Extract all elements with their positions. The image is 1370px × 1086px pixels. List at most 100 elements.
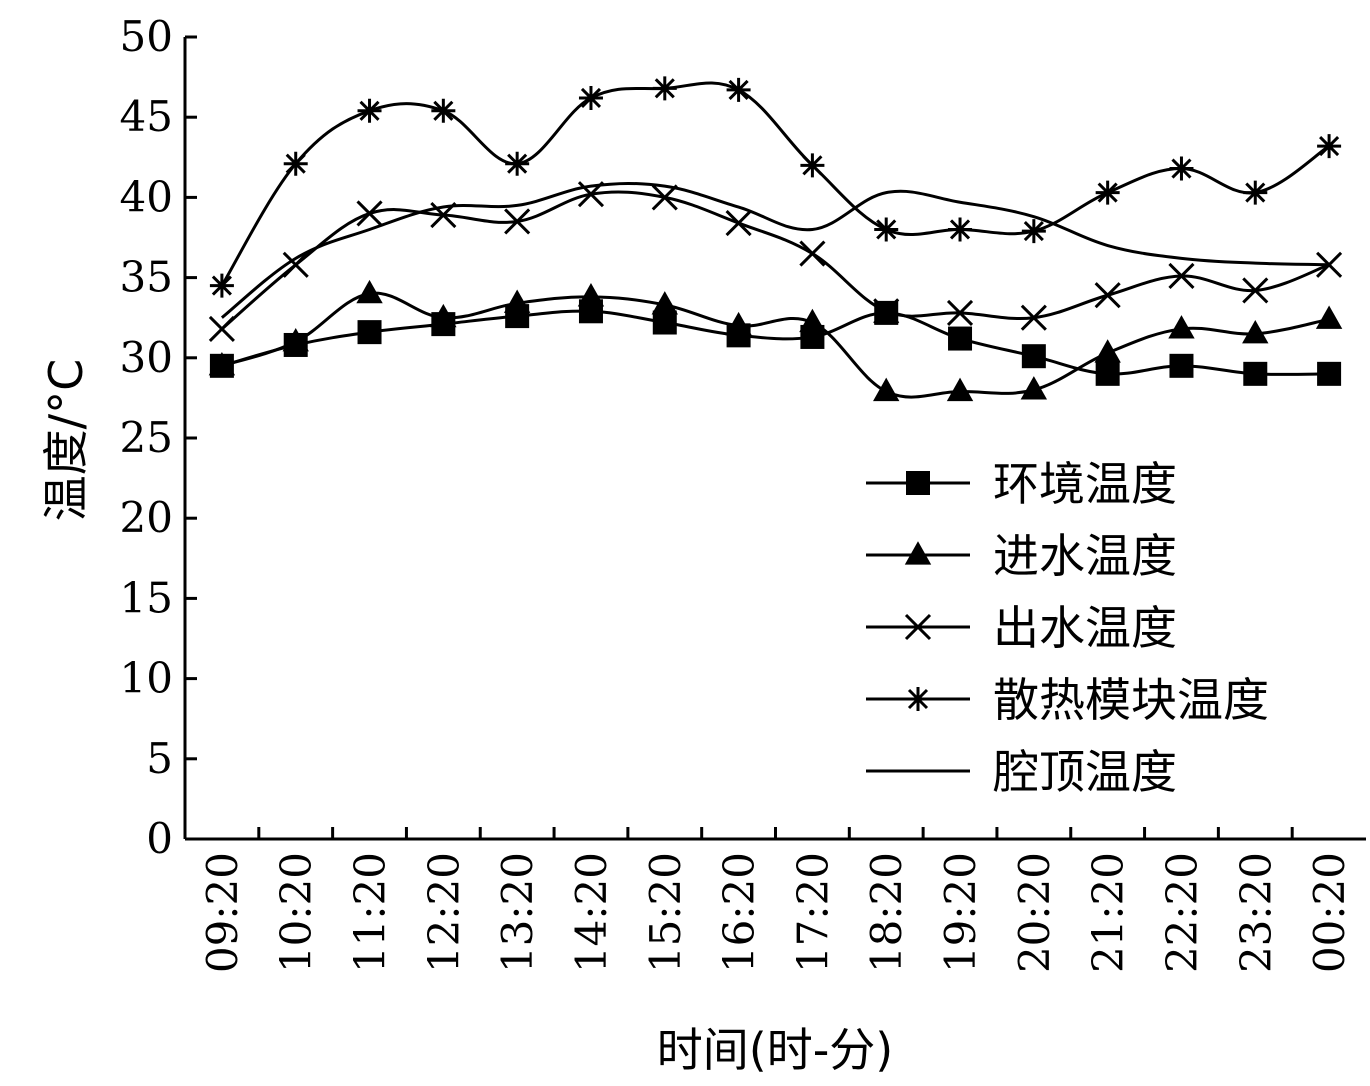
x-tick-label: 12:20 bbox=[419, 852, 468, 973]
series-point-square bbox=[652, 310, 677, 335]
series-point-x bbox=[651, 184, 678, 211]
series-point-x bbox=[1020, 304, 1047, 331]
legend-item: 环境温度 bbox=[866, 457, 1177, 511]
series-point-triangle bbox=[904, 541, 932, 565]
legend-label: 进水温度 bbox=[993, 529, 1177, 583]
series-point-asterisk bbox=[652, 76, 677, 101]
series-point-square bbox=[357, 320, 382, 345]
x-tick-label: 18:20 bbox=[862, 852, 911, 973]
series-point-asterisk bbox=[1021, 219, 1046, 244]
legend-item: 散热模块温度 bbox=[866, 673, 1269, 727]
x-tick-label: 10:20 bbox=[272, 852, 321, 973]
series-line bbox=[220, 190, 1330, 331]
series-line bbox=[220, 81, 1330, 287]
y-tick-label: 35 bbox=[120, 253, 173, 302]
y-tick-label: 15 bbox=[120, 573, 173, 622]
series-2 bbox=[208, 279, 1343, 402]
series-point-square bbox=[1095, 361, 1120, 386]
series-point-triangle bbox=[1242, 319, 1269, 344]
x-tick-label: 14:20 bbox=[567, 852, 616, 973]
series-point-triangle bbox=[356, 279, 383, 304]
series-point-asterisk bbox=[283, 151, 308, 176]
x-tick-label: 13:20 bbox=[493, 852, 542, 973]
legend-label: 环境温度 bbox=[993, 457, 1177, 511]
x-tick-label: 16:20 bbox=[715, 852, 764, 973]
series-point-x bbox=[282, 251, 309, 278]
series-3 bbox=[208, 181, 1343, 342]
series-point-asterisk bbox=[726, 77, 751, 102]
x-tick-label: 23:20 bbox=[1231, 852, 1280, 973]
y-tick-label: 0 bbox=[146, 814, 173, 863]
series-point-triangle bbox=[946, 377, 974, 402]
series-point-square bbox=[1021, 344, 1046, 369]
legend-item: 腔顶温度 bbox=[866, 745, 1177, 799]
series-4 bbox=[209, 76, 1342, 298]
legend-item: 进水温度 bbox=[866, 529, 1177, 583]
legend-label: 出水温度 bbox=[993, 601, 1177, 655]
series-point-x bbox=[1242, 277, 1269, 304]
series-point-asterisk bbox=[874, 217, 899, 242]
series-point-triangle bbox=[208, 352, 236, 376]
series-point-triangle bbox=[799, 308, 826, 333]
series-point-asterisk bbox=[1095, 180, 1120, 205]
series-point-asterisk bbox=[578, 85, 603, 110]
y-tick-label: 50 bbox=[120, 12, 173, 61]
series-point-asterisk bbox=[1243, 180, 1268, 205]
series-point-asterisk bbox=[431, 98, 456, 123]
series-1 bbox=[209, 299, 1342, 386]
series-point-square bbox=[906, 471, 930, 495]
y-tick-label: 45 bbox=[120, 92, 173, 141]
series-point-asterisk bbox=[906, 687, 930, 711]
y-tick-label: 30 bbox=[120, 333, 173, 382]
series-point-asterisk bbox=[505, 151, 530, 176]
series-point-asterisk bbox=[209, 273, 234, 298]
series-line bbox=[221, 291, 1330, 399]
series-point-triangle bbox=[282, 327, 309, 352]
x-tick-label: 09:20 bbox=[198, 852, 247, 973]
series-point-square bbox=[1169, 353, 1194, 378]
x-tick-label: 22:20 bbox=[1157, 852, 1206, 973]
series-point-asterisk bbox=[1317, 134, 1342, 159]
y-axis-title: 温度/°C bbox=[39, 359, 93, 522]
series-layer bbox=[208, 76, 1343, 402]
series-line bbox=[221, 309, 1330, 376]
series-point-asterisk bbox=[357, 98, 382, 123]
legend-item: 出水温度 bbox=[866, 601, 1177, 655]
x-tick-label: 11:20 bbox=[346, 852, 395, 973]
x-tick-label: 17:20 bbox=[788, 852, 837, 973]
y-tick-label: 5 bbox=[146, 734, 173, 783]
series-point-square bbox=[948, 326, 973, 351]
x-tick-label: 20:20 bbox=[1010, 852, 1059, 973]
x-axis-ticks: 09:20 10:20 11:20 12:20 13:20 14:20 15:20 16:20… bbox=[198, 827, 1354, 973]
series-point-x bbox=[1168, 262, 1195, 290]
series-point-x bbox=[208, 315, 235, 342]
x-axis-title: 时间(时-分) bbox=[657, 1023, 894, 1077]
series-point-triangle bbox=[430, 303, 457, 328]
series-point-x bbox=[356, 200, 383, 227]
y-tick-label: 40 bbox=[120, 172, 173, 221]
series-point-x bbox=[873, 298, 900, 325]
x-tick-label: 19:20 bbox=[936, 852, 985, 973]
series-point-x bbox=[725, 210, 752, 237]
series-point-x bbox=[799, 240, 826, 267]
y-tick-label: 20 bbox=[120, 493, 173, 542]
series-point-triangle bbox=[1315, 305, 1343, 329]
series-point-triangle bbox=[873, 377, 900, 402]
series-point-triangle bbox=[725, 311, 752, 336]
x-tick-label: 21:20 bbox=[1084, 852, 1133, 973]
series-point-asterisk bbox=[948, 217, 973, 242]
series-point-triangle bbox=[1020, 376, 1048, 400]
series-point-triangle bbox=[651, 291, 678, 315]
series-point-asterisk bbox=[1169, 156, 1194, 181]
series-point-square bbox=[1317, 361, 1342, 386]
series-line bbox=[220, 181, 1330, 319]
x-tick-label: 00:20 bbox=[1305, 852, 1354, 973]
y-axis-ticks: 0 5 10 15 20 25 30 35 40 45 50 bbox=[120, 12, 197, 863]
y-tick-label: 10 bbox=[120, 654, 173, 703]
series-point-triangle bbox=[1094, 339, 1121, 363]
legend-label: 腔顶温度 bbox=[993, 745, 1177, 799]
series-point-x bbox=[946, 299, 974, 326]
series-point-triangle bbox=[1168, 315, 1195, 339]
